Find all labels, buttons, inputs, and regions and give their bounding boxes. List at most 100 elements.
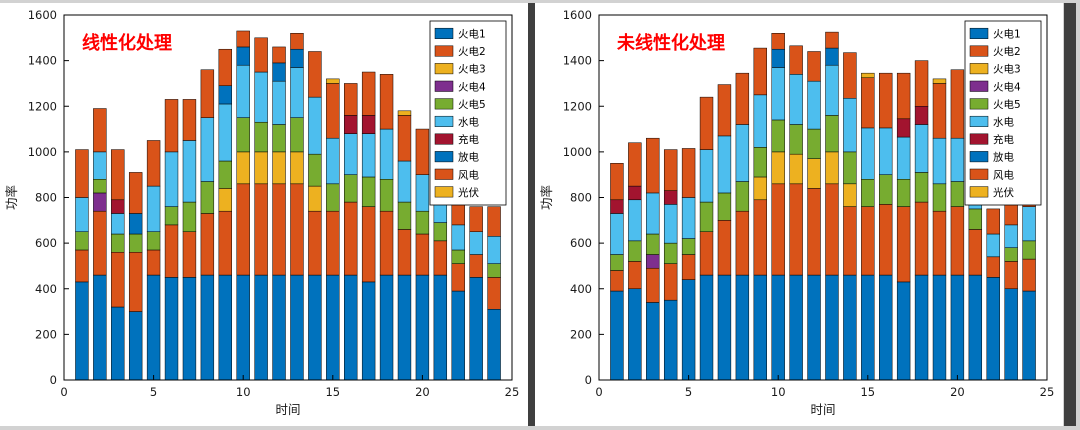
legend-swatch — [434, 63, 454, 75]
bar-segment — [753, 47, 767, 96]
bar-segment — [663, 190, 678, 205]
bar-segment — [968, 229, 983, 276]
y-tick-label: 1600 — [28, 8, 57, 22]
bar-segment — [789, 274, 803, 381]
bar-segment — [344, 274, 358, 381]
bar-segment — [843, 274, 857, 381]
legend-swatch — [969, 63, 989, 75]
bar-segment — [861, 206, 875, 276]
bar-segment — [663, 149, 678, 191]
bar-segment — [807, 274, 821, 381]
bar-segment — [896, 281, 911, 381]
bar-segment — [663, 204, 678, 244]
chart-panel-linearized: 0 200 400 600 800 1000 1200 1400 1600 0 5 10 15 20 25 时… — [0, 3, 528, 426]
bar-segment — [932, 210, 947, 276]
bar-segment — [218, 188, 232, 212]
bar-segment — [290, 117, 304, 153]
x-tick-label: 15 — [325, 385, 340, 399]
legend-label: 火电4 — [458, 80, 486, 93]
bar-segment — [164, 151, 179, 207]
bar-segment — [93, 192, 107, 212]
bar-segment — [254, 71, 268, 123]
bar-segment — [487, 206, 501, 237]
legend-label: 火电1 — [458, 28, 486, 41]
bar-segment — [879, 127, 893, 175]
y-tick-label: 1200 — [563, 99, 592, 113]
legend-swatch — [434, 151, 454, 163]
bar-segment — [986, 208, 1000, 235]
bar-segment — [1004, 247, 1018, 262]
bar-segment — [93, 151, 107, 180]
bar-segment — [610, 254, 624, 271]
bar-segment — [164, 277, 179, 381]
bar-segment — [646, 302, 660, 381]
bar-segment — [699, 274, 714, 381]
bar-segment — [236, 46, 250, 66]
bar-segment — [128, 172, 143, 214]
x-tick-label: 5 — [685, 385, 692, 399]
bar-segment — [487, 309, 501, 381]
bar-segment — [397, 115, 412, 162]
bar-segment — [986, 233, 1000, 258]
bar-segment — [415, 233, 430, 276]
y-axis-label: 功率 — [539, 185, 554, 210]
bar-segment — [699, 149, 714, 203]
legend-label: 火电2 — [993, 45, 1021, 58]
x-axis: 0 5 10 15 20 25 — [60, 375, 519, 399]
bar-segment — [825, 115, 839, 153]
legend-swatch — [434, 98, 454, 110]
bar-segment — [681, 254, 696, 280]
bar-segment — [326, 83, 340, 139]
bar-segment — [771, 33, 785, 50]
y-tick-label: 400 — [35, 282, 57, 296]
x-tick-label: 0 — [60, 385, 67, 399]
bar-segment — [735, 274, 750, 381]
bar-segment — [663, 299, 678, 381]
bar-segment — [932, 83, 947, 139]
bar-segment — [218, 160, 232, 189]
bar-segment — [182, 277, 197, 381]
bar-segment — [146, 231, 161, 251]
bar-segment — [932, 78, 947, 84]
bar-segment — [272, 62, 286, 82]
bar-segment — [914, 60, 929, 107]
bar-segment — [236, 274, 250, 381]
bar-segment — [861, 179, 875, 207]
bar-segment — [218, 85, 232, 105]
bar-segment — [771, 183, 785, 276]
bar-segment — [1004, 224, 1018, 248]
bar-segment — [753, 199, 767, 276]
legend-swatch — [434, 168, 454, 180]
bar-segment — [807, 128, 821, 159]
bar-segment — [879, 274, 893, 381]
bar-segment — [236, 151, 250, 185]
bar-segment — [861, 77, 875, 129]
bar-segment — [326, 210, 340, 276]
bar-segment — [753, 176, 767, 201]
bar-segment — [451, 290, 465, 381]
legend-label: 放电 — [458, 151, 479, 164]
legend-label: 水电 — [458, 116, 479, 129]
legend-label: 风电 — [993, 168, 1014, 181]
bar-segment — [308, 153, 322, 187]
bar-segment — [699, 96, 714, 150]
y-tick-label: 600 — [35, 236, 57, 250]
x-tick-label: 5 — [150, 385, 157, 399]
bar-segment — [771, 151, 785, 185]
bar-segment — [397, 229, 412, 276]
bar-segment — [771, 48, 785, 68]
bar-segment — [807, 80, 821, 130]
bar-segment — [932, 183, 947, 212]
legend-swatch — [969, 98, 989, 110]
bar-segment — [843, 52, 857, 99]
bar-segment — [753, 94, 767, 148]
bar-segment — [646, 254, 660, 269]
bar-segment — [825, 47, 839, 66]
bar-segment — [200, 181, 215, 214]
y-tick-label: 0 — [50, 373, 57, 387]
bar-segment — [379, 128, 394, 180]
bar-segment — [164, 224, 179, 278]
bar-segment — [451, 263, 465, 292]
bar-segment — [628, 288, 642, 381]
bar-segment — [164, 99, 179, 153]
